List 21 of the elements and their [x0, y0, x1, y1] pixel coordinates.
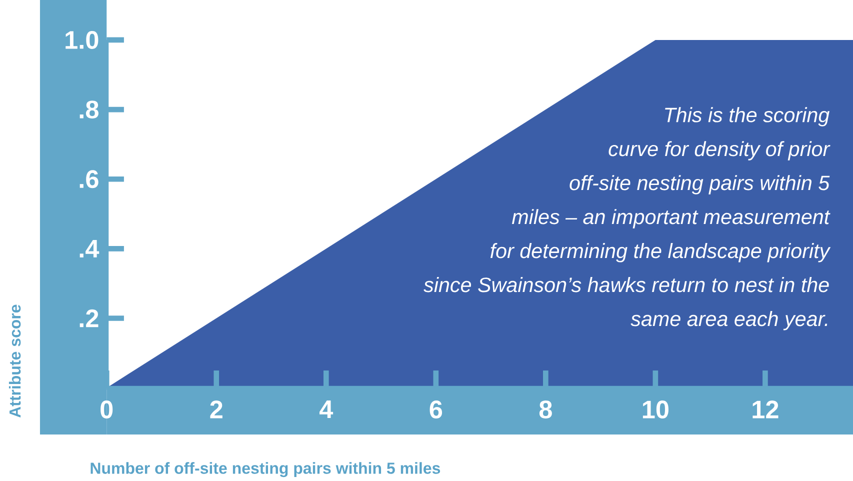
x-tick-label: 6: [430, 400, 442, 418]
y-tick-label: .2: [80, 309, 98, 328]
y-tick-label: .6: [80, 170, 98, 188]
annotation: for determining the landscape priority: [490, 242, 831, 262]
annotation: same area each year.: [630, 310, 828, 330]
y-axis-title: Attribute score: [8, 304, 21, 418]
x-tick-label: 4: [319, 400, 334, 418]
annotation: since Swainson’s hawks return to nest in the: [424, 276, 829, 292]
x-axis-title: Number of off-site nesting pairs within 5 miles: [90, 462, 440, 478]
annotation: This is the scoring: [665, 107, 830, 126]
x-tick-label: 2: [210, 400, 222, 418]
x-tick-label: 0: [100, 400, 113, 418]
y-tick-label: .4: [80, 240, 100, 258]
annotation: miles – an important measurement: [512, 209, 830, 228]
y-tick-label: .8: [80, 100, 98, 118]
x-tick-label: 8: [539, 400, 552, 418]
y-tick-label: 1.0: [66, 30, 98, 49]
x-tick-label: 12: [752, 400, 778, 418]
annotation: off-site nesting pairs within 5: [570, 175, 830, 194]
x-tick-label: 10: [642, 400, 668, 418]
annotation: curve for density of prior: [608, 141, 830, 160]
